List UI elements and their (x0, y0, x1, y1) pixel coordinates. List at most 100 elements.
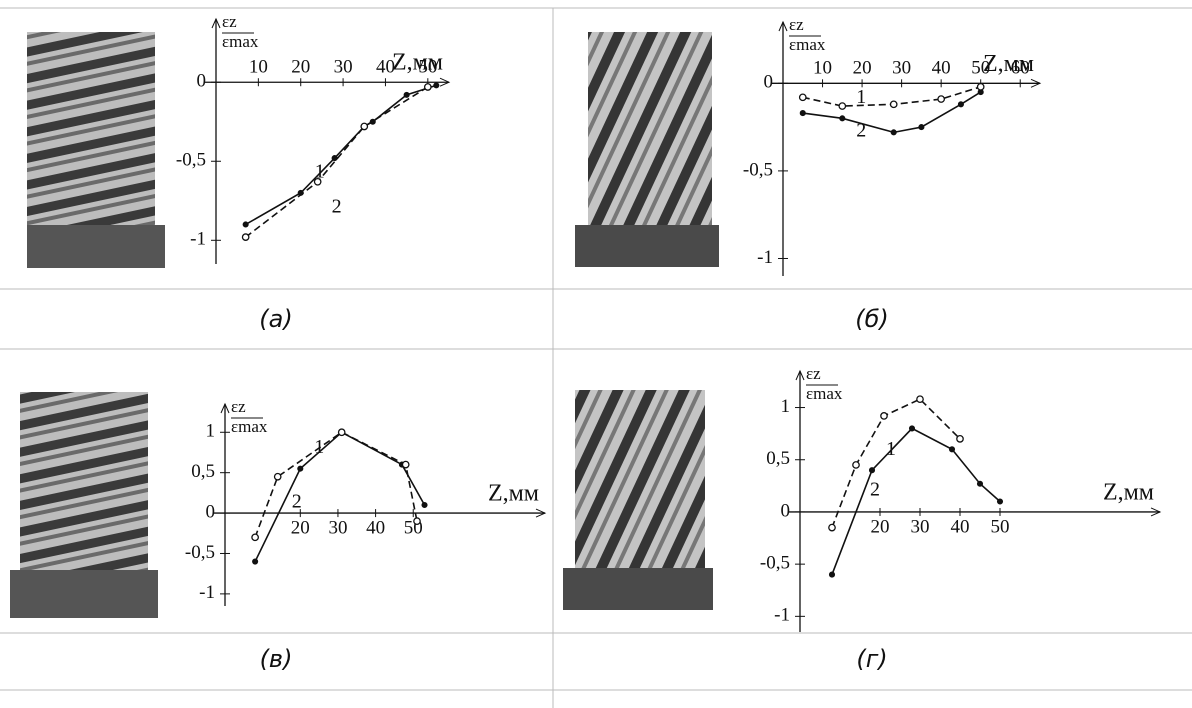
x-axis-arrow (1030, 78, 1042, 88)
y-tick-label: -0,5 (743, 159, 773, 180)
x-tick-label: 40 (951, 516, 970, 537)
series-name: 2 (292, 490, 302, 512)
y-label-bottom: εmax (789, 35, 826, 54)
y-tick-label: 1 (206, 421, 216, 442)
data-point (242, 221, 249, 228)
y-tick-label: -0,5 (185, 542, 215, 563)
series-name: 1 (856, 86, 866, 108)
y-axis-arrow (211, 17, 221, 29)
panel-caption: (а) (259, 305, 292, 333)
x-tick-label: 50 (991, 516, 1010, 537)
x-label: Z,мм (392, 50, 443, 76)
photos (10, 32, 719, 618)
data-point (369, 118, 376, 125)
data-point (996, 498, 1004, 505)
x-tick-label: 20 (291, 57, 310, 78)
y-axis-arrow (220, 402, 230, 414)
data-point (868, 467, 876, 474)
y-label-top: εz (222, 12, 237, 31)
series-line (245, 86, 429, 238)
series-line (254, 431, 426, 562)
data-point (838, 102, 847, 110)
data-point (918, 124, 925, 131)
x-tick-label: 30 (911, 516, 930, 537)
x-axis-arrow (439, 77, 451, 87)
y-tick-label: 1 (781, 396, 791, 417)
x-tick-label: 30 (892, 58, 911, 79)
series-line (254, 431, 418, 538)
data-point (852, 461, 860, 469)
data-point (241, 233, 250, 241)
y-axis-arrow (795, 369, 805, 381)
series-name: 2 (332, 195, 342, 217)
x-axis-arrow (1150, 507, 1162, 517)
data-point (252, 558, 259, 565)
x-tick-label: 50 (971, 58, 990, 79)
series-line (802, 91, 982, 134)
data-point (331, 155, 338, 162)
data-point (948, 446, 956, 453)
series-line (831, 398, 961, 528)
x-tick-label: 60 (1011, 58, 1030, 79)
x-tick-label: 30 (334, 57, 353, 78)
series-name: 2 (856, 120, 866, 142)
y-tick-label: -1 (774, 605, 790, 626)
x-tick-label: 10 (249, 57, 268, 78)
y-label-bottom: εmax (231, 417, 268, 436)
series-name: 2 (870, 479, 880, 501)
data-point (403, 91, 410, 98)
series-line (831, 427, 1001, 575)
data-point (313, 177, 322, 186)
series-name: 1 (886, 438, 896, 460)
y-label-bottom: εmax (222, 32, 259, 51)
data-point (297, 465, 304, 472)
data-point (828, 571, 836, 578)
panel-caption: (в) (260, 645, 293, 673)
table-grid (0, 7, 1192, 708)
y-tick-label: 0,5 (191, 461, 215, 482)
y-label-bottom: εmax (806, 384, 843, 403)
panel-caption: (г) (856, 645, 887, 673)
data-point (337, 428, 346, 437)
data-point (401, 460, 410, 469)
data-point (433, 82, 440, 89)
data-point (421, 501, 428, 509)
data-point (798, 93, 807, 102)
x-tick-label: 20 (853, 58, 872, 79)
data-point (799, 110, 806, 117)
x-tick-label: 10 (813, 58, 832, 79)
data-point (937, 95, 946, 103)
data-point (360, 122, 369, 131)
y-tick-label: 0 (781, 500, 791, 521)
x-label: Z,мм (488, 481, 539, 507)
data-point (251, 533, 259, 542)
x-tick-label: 40 (932, 58, 951, 79)
data-point (839, 115, 846, 122)
data-point (916, 395, 924, 404)
data-point (423, 83, 432, 91)
x-tick-label: 30 (328, 517, 347, 538)
y-tick-label: 0,5 (766, 448, 790, 469)
x-tick-label: 20 (291, 517, 310, 538)
data-point (957, 101, 964, 108)
data-point (273, 472, 282, 481)
data-point (956, 435, 964, 443)
x-tick-label: 40 (376, 57, 395, 78)
data-point (413, 517, 421, 526)
y-axis-arrow (778, 20, 788, 32)
y-tick-label: -1 (199, 582, 215, 603)
y-tick-label: -1 (190, 229, 206, 250)
y-tick-label: -0,5 (176, 150, 206, 171)
y-label-top: εz (806, 364, 821, 383)
y-label-top: εz (789, 15, 804, 34)
data-point (889, 100, 898, 109)
data-point (880, 412, 888, 420)
series-name: 1 (315, 160, 325, 182)
x-axis-arrow (535, 508, 547, 518)
x-label: Z,мм (983, 51, 1034, 77)
y-tick-label: -1 (757, 247, 773, 268)
data-point (976, 480, 984, 487)
x-tick-label: 40 (366, 517, 385, 538)
x-tick-label: 50 (418, 57, 437, 78)
